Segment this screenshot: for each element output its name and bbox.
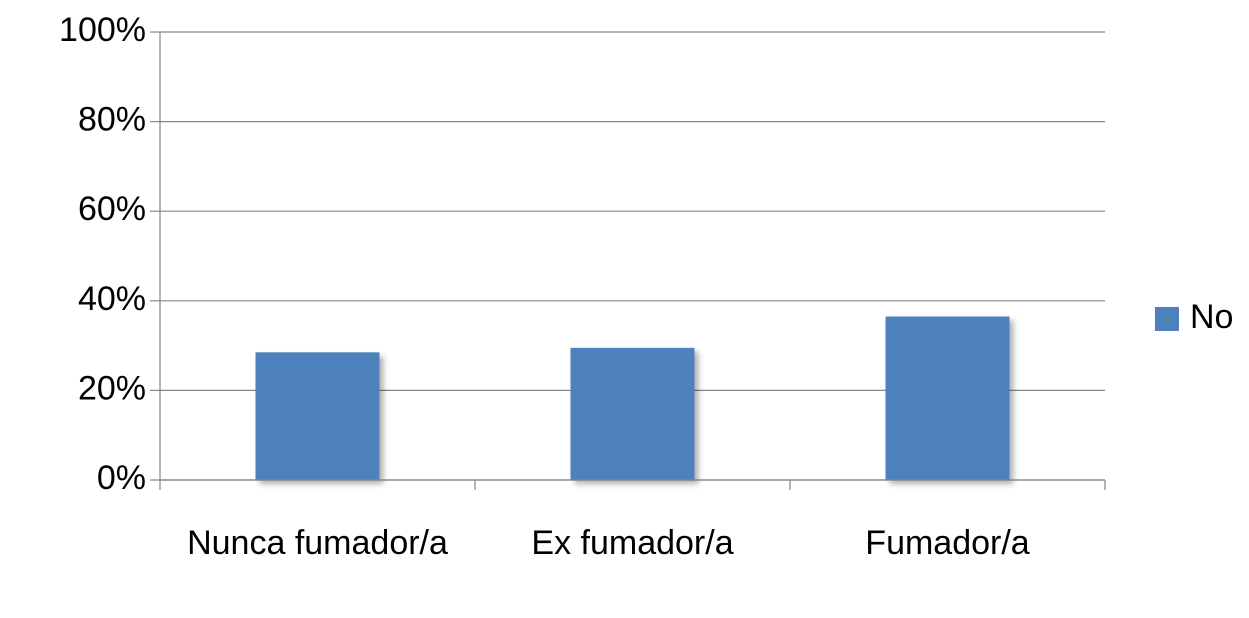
y-tick-label: 60%: [78, 190, 146, 228]
x-tick-label: Ex fumador/a: [531, 524, 734, 562]
legend-swatch: [1155, 307, 1179, 331]
legend-label: No: [1190, 298, 1233, 336]
x-tick-label: Nunca fumador/a: [187, 524, 448, 562]
bar: [885, 316, 1010, 480]
y-tick-label: 80%: [78, 101, 146, 139]
x-tick-label: Fumador/a: [865, 524, 1030, 562]
y-tick-label: 40%: [78, 280, 146, 318]
y-tick-label: 100%: [59, 11, 146, 49]
y-tick-label: 20%: [78, 369, 146, 407]
bar: [570, 347, 695, 480]
bar: [255, 352, 380, 480]
y-tick-label: 0%: [97, 459, 146, 497]
